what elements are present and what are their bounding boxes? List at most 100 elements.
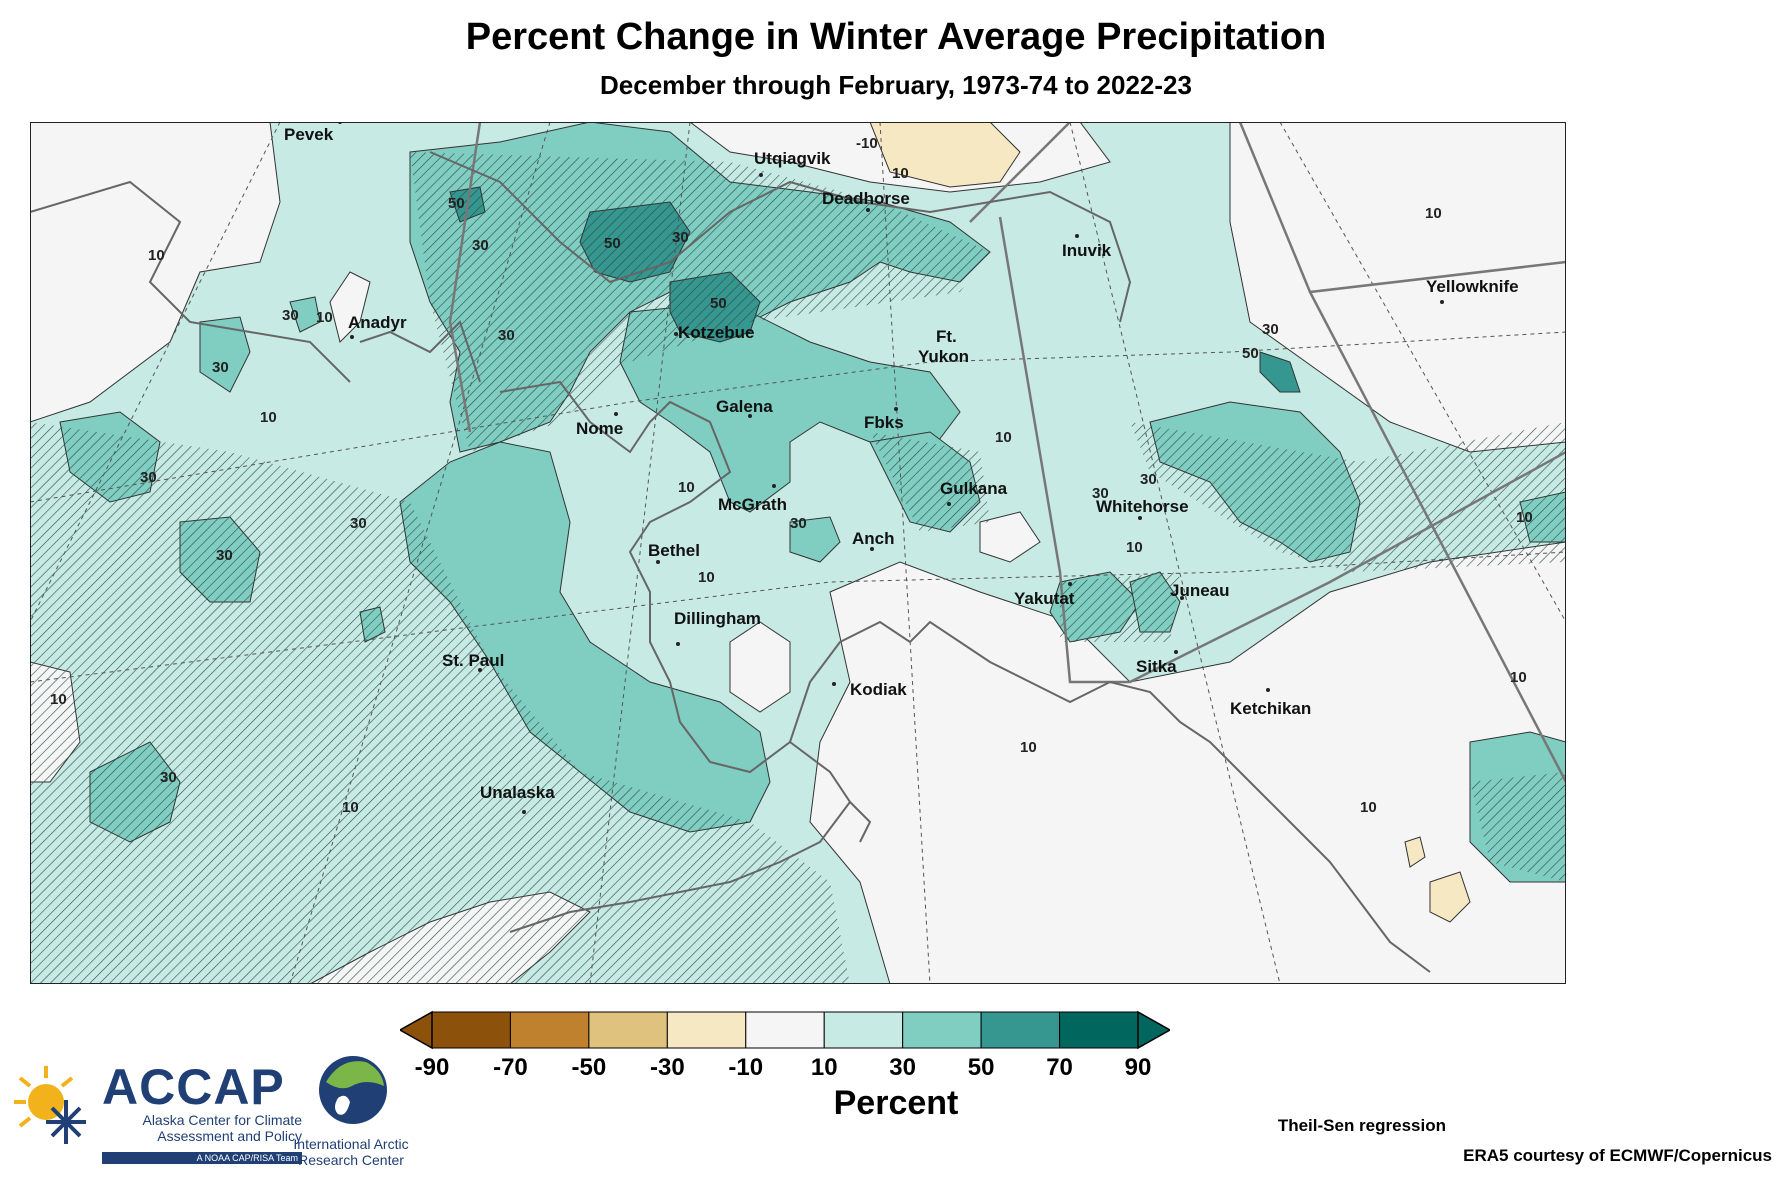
place-label: Gulkana bbox=[940, 479, 1008, 498]
colorbar-max-arrow bbox=[1137, 1010, 1170, 1050]
colorbar-tick-label: 70 bbox=[1046, 1054, 1073, 1081]
contour-label: -10 bbox=[856, 135, 878, 152]
place-label: McGrath bbox=[718, 495, 787, 514]
place-label: Sitka bbox=[1136, 657, 1177, 676]
colorbar-label: Percent bbox=[833, 1084, 959, 1122]
map-title: Percent Change in Winter Average Precipi… bbox=[465, 16, 1327, 58]
colorbar-tick-label: -30 bbox=[649, 1054, 685, 1081]
contour-label: 10 bbox=[1510, 669, 1527, 686]
colorbar-tick-label: 30 bbox=[889, 1054, 916, 1081]
place-label: Juneau bbox=[1170, 581, 1230, 600]
place-label: Yakutat bbox=[1014, 589, 1075, 608]
colorbar-cell bbox=[509, 1011, 590, 1049]
contour-label: 50 bbox=[448, 195, 465, 212]
contour-label: 30 bbox=[1140, 471, 1157, 488]
iarc-name: International Arctic Research Center bbox=[293, 1136, 409, 1168]
colorbar-min-arrow bbox=[400, 1010, 433, 1050]
globe-icon bbox=[319, 1056, 387, 1124]
place-label: Pevek bbox=[284, 125, 334, 144]
place-label: Nome bbox=[576, 419, 623, 438]
iarc-logo: International Arctic Research Center bbox=[286, 1052, 416, 1180]
colorbar-cell bbox=[823, 1011, 904, 1049]
place-label: Yukon bbox=[918, 347, 969, 366]
colorbar-tick-label: 90 bbox=[1124, 1054, 1152, 1081]
place-label: Kodiak bbox=[850, 680, 907, 699]
contour-label: 30 bbox=[212, 359, 229, 376]
accap-name: ACCAP bbox=[102, 1059, 285, 1115]
colorbar-cell bbox=[666, 1011, 747, 1049]
source-note: ERA5 courtesy of ECMWF/Copernicus bbox=[1463, 1146, 1772, 1165]
accap-note: A NOAA CAP/RISA Team bbox=[102, 1152, 302, 1164]
contour-label: 50 bbox=[1242, 345, 1259, 362]
colorbar-cell bbox=[431, 1011, 511, 1049]
contour-label: 30 bbox=[140, 469, 157, 486]
colorbar-cell bbox=[1059, 1011, 1139, 1049]
colorbar-cell bbox=[980, 1011, 1061, 1049]
colorbar-cell bbox=[588, 1011, 668, 1049]
contour-labels: -10 10 10 10 10 10 10 10 10 10 10 10 10 … bbox=[50, 135, 1533, 816]
map-subtitle: December through February, 1973-74 to 20… bbox=[600, 70, 1192, 100]
place-label: Fbks bbox=[864, 413, 904, 432]
contour-label: 10 bbox=[50, 691, 67, 708]
place-label: St. Paul bbox=[442, 651, 504, 670]
accap-logo: ACCAP Alaska Center for Climate Assessme… bbox=[14, 1058, 302, 1166]
contour-label: 10 bbox=[1020, 739, 1037, 756]
place-label: Ft. bbox=[936, 327, 957, 346]
place-label: Galena bbox=[716, 397, 773, 416]
colorbar-cell bbox=[745, 1011, 825, 1049]
contour-label: 30 bbox=[216, 547, 233, 564]
contour-label: 10 bbox=[1360, 799, 1377, 816]
contour-label: 50 bbox=[710, 295, 727, 312]
negative-regions bbox=[869, 122, 1471, 923]
accap-subtitle: Alaska Center for Climate Assessment and… bbox=[142, 1112, 302, 1144]
contour-label: 10 bbox=[1516, 509, 1533, 526]
place-label: Utqiagvik bbox=[754, 149, 831, 168]
place-label: Unalaska bbox=[480, 783, 555, 802]
contour-label: 30 bbox=[282, 307, 299, 324]
colorbar-tick-label: -50 bbox=[571, 1054, 607, 1081]
significance-hatching bbox=[30, 152, 1566, 984]
precipitation-change-map: -10 10 10 10 10 10 10 10 10 10 10 10 10 … bbox=[30, 122, 1566, 984]
contour-label: 10 bbox=[698, 569, 715, 586]
contour-label: 30 bbox=[350, 515, 367, 532]
method-note: Theil-Sen regression bbox=[1277, 1116, 1446, 1135]
contour-label: 10 bbox=[995, 429, 1012, 446]
place-label: Deadhorse bbox=[822, 189, 910, 208]
colorbar-tick-label: -70 bbox=[493, 1054, 528, 1081]
contour-label: 10 bbox=[260, 409, 277, 426]
contour-label: 50 bbox=[604, 235, 621, 252]
place-label: Anch bbox=[852, 529, 895, 548]
place-labels: Pevek Utqiagvik Deadhorse Inuvik Yellowk… bbox=[284, 122, 1519, 814]
contour-label: 10 bbox=[148, 247, 165, 264]
graticule bbox=[30, 122, 1566, 984]
contour-label: 10 bbox=[1126, 539, 1143, 556]
colorbar-tick-label: -90 bbox=[414, 1054, 450, 1081]
place-label: Bethel bbox=[648, 541, 700, 560]
place-label: Anadyr bbox=[348, 313, 407, 332]
contour-label: 30 bbox=[472, 237, 489, 254]
contour-label: 10 bbox=[678, 479, 695, 496]
contour-label: 10 bbox=[342, 799, 359, 816]
colorbar-cell bbox=[902, 1011, 982, 1049]
contour-label: 10 bbox=[1425, 205, 1442, 222]
colorbar bbox=[400, 1010, 1170, 1050]
place-label: Yellowknife bbox=[1426, 277, 1519, 296]
contour-label: 30 bbox=[1262, 321, 1279, 338]
colorbar-tick-label: 10 bbox=[810, 1054, 838, 1081]
coastlines bbox=[30, 151, 1431, 973]
contour-label: 30 bbox=[160, 769, 177, 786]
contour-label: 30 bbox=[790, 515, 807, 532]
sun-snowflake-icon bbox=[14, 1066, 86, 1144]
place-label: Ketchikan bbox=[1230, 699, 1311, 718]
place-label: Inuvik bbox=[1062, 241, 1112, 260]
colorbar-tick-label: 50 bbox=[967, 1054, 995, 1081]
contour-label: 30 bbox=[672, 229, 689, 246]
contour-label: 30 bbox=[498, 327, 515, 344]
contour-label: 10 bbox=[892, 165, 909, 182]
borders bbox=[448, 122, 1566, 783]
contour-label: 10 bbox=[316, 309, 333, 326]
contour-label: 30 bbox=[1092, 485, 1109, 502]
place-label: Dillingham bbox=[674, 609, 761, 628]
place-label: Kotzebue bbox=[678, 323, 755, 342]
place-label: Whitehorse bbox=[1096, 497, 1189, 516]
